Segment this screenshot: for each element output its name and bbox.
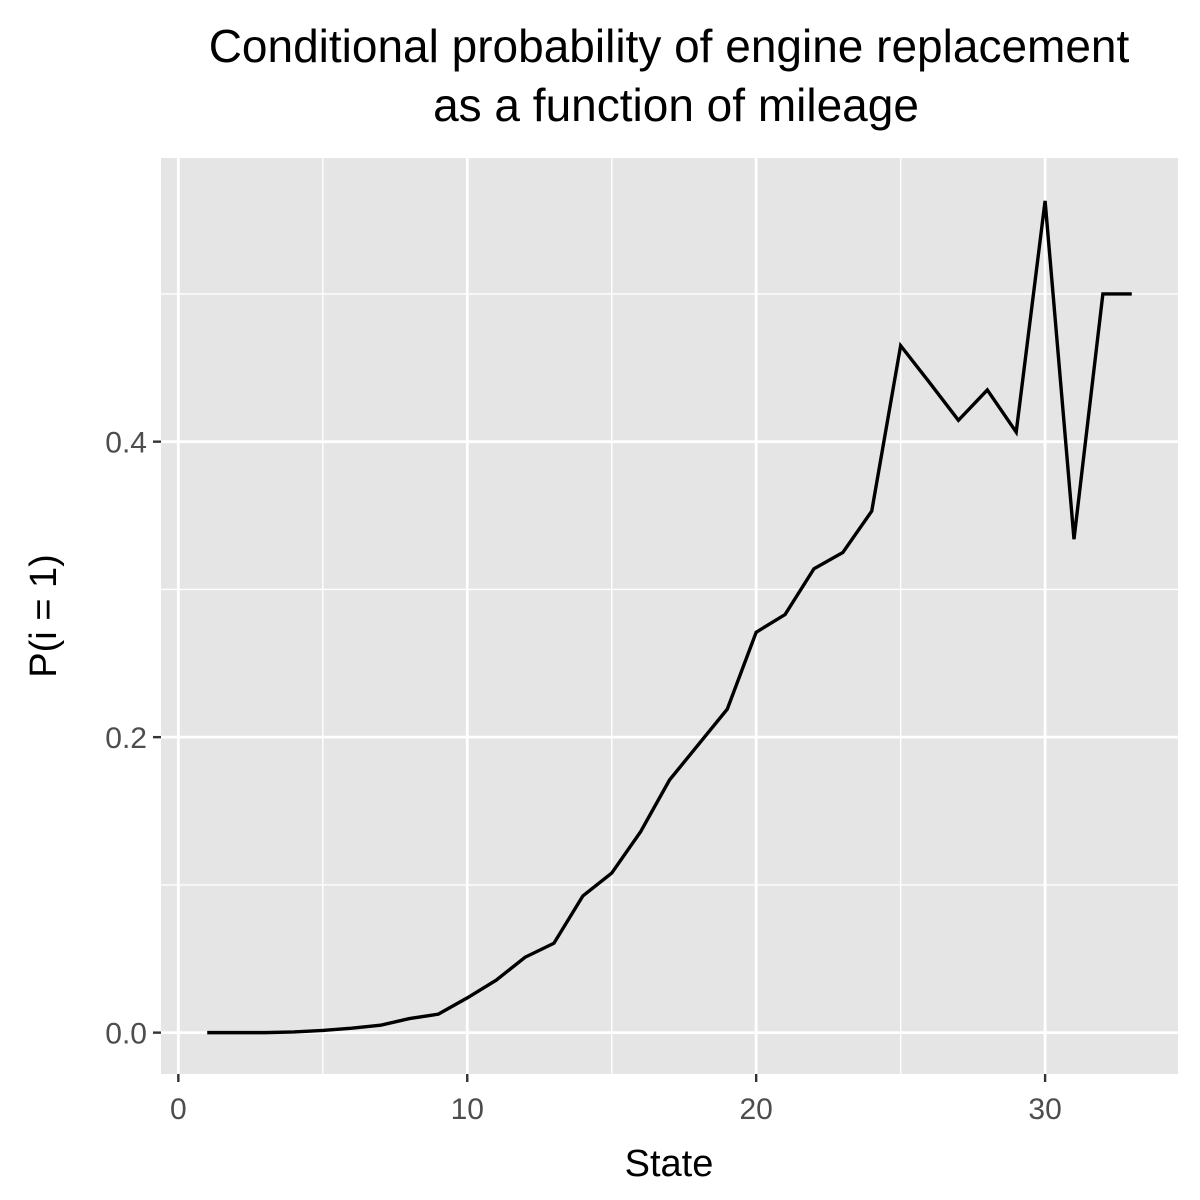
x-axis: 0 10 20 30 — [170, 1074, 1062, 1126]
x-tick-label: 30 — [1028, 1093, 1061, 1126]
major-gridlines — [161, 158, 1178, 1074]
y-tick-label: 0.0 — [105, 1018, 147, 1051]
x-tick-label: 20 — [739, 1093, 772, 1126]
y-tick-label: 0.2 — [105, 722, 147, 755]
x-tick-label: 10 — [451, 1093, 484, 1126]
y-tick-label: 0.4 — [105, 427, 147, 460]
x-axis-title: State — [625, 1143, 714, 1185]
x-tick-label: 0 — [170, 1093, 187, 1126]
minor-gridlines — [161, 158, 1178, 1074]
series-line — [207, 200, 1132, 1035]
plot-panel — [161, 158, 1178, 1074]
series-layer — [207, 200, 1132, 1035]
y-axis: 0.0 0.2 0.4 — [105, 427, 161, 1051]
chart-subtitle: as a function of mileage — [433, 79, 919, 131]
chart-title: Conditional probability of engine replac… — [209, 20, 1130, 72]
y-axis-title: P(i = 1) — [23, 554, 65, 678]
